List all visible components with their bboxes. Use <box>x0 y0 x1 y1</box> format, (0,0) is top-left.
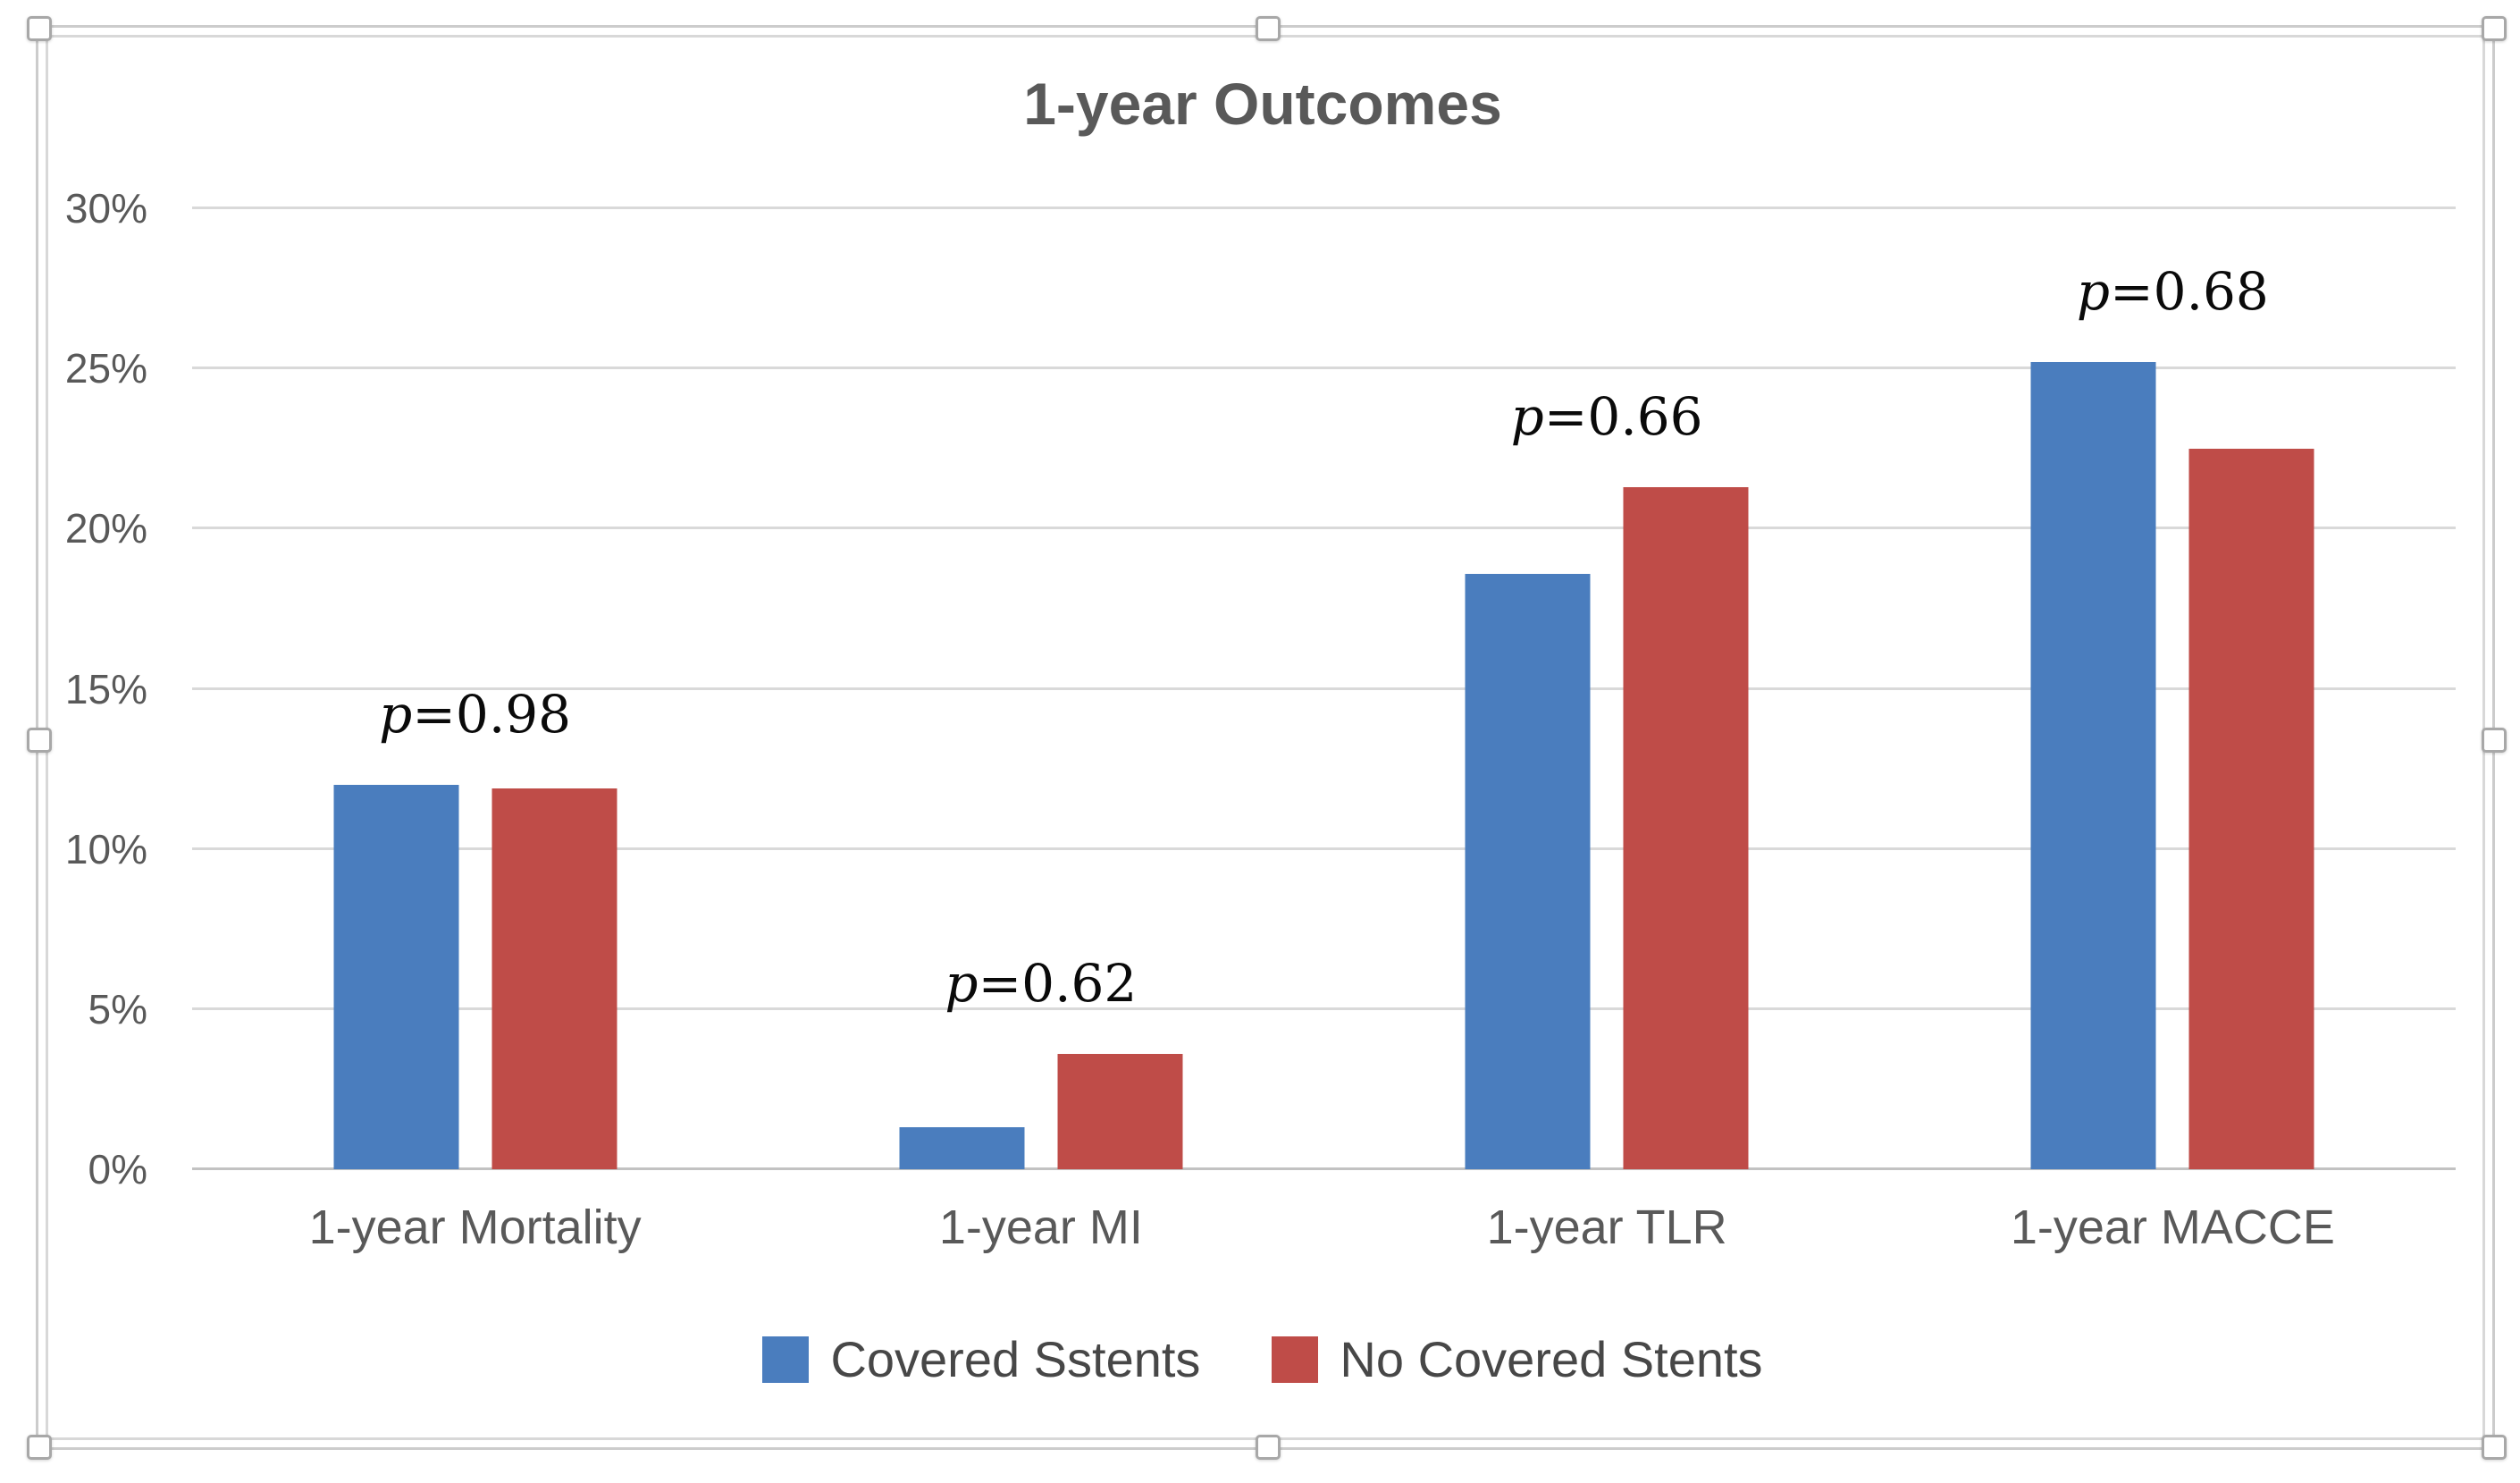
legend-label: Covered Sstents <box>830 1331 1201 1387</box>
x-axis-category-label: 1-year TLR <box>1486 1201 1727 1254</box>
bar-covered-sstents-1-year-mi[interactable] <box>899 1127 1025 1169</box>
y-axis-tick-label: 30% <box>64 185 147 232</box>
selection-handle-top-left[interactable] <box>27 16 52 41</box>
bar-no-covered-stents-1-year-mi[interactable] <box>1057 1054 1183 1169</box>
y-axis: 0% 5% 10% 15% 20% 25% 30% <box>0 188 147 1190</box>
chart-legend: Covered Sstents No Covered Stents <box>46 1330 2480 1388</box>
bar-no-covered-stents-1-year-macce[interactable] <box>2188 448 2314 1169</box>
p-value-variable: p <box>2076 261 2111 323</box>
bar-covered-sstents-1-year-macce[interactable] <box>2030 362 2156 1169</box>
p-value-label: p=0.62 <box>945 953 1138 1015</box>
selection-handle-middle-left[interactable] <box>27 728 52 753</box>
legend-item-covered-sstents[interactable]: Covered Sstents <box>762 1330 1200 1388</box>
p-value-number: =0.62 <box>978 953 1138 1015</box>
p-value-variable: p <box>1510 385 1544 447</box>
p-value-variable: p <box>945 953 979 1015</box>
gridline-5pct <box>192 1007 2456 1010</box>
gridline-25pct <box>192 367 2456 370</box>
bar-no-covered-stents-1-year-tlr[interactable] <box>1623 486 1749 1169</box>
y-axis-tick-label: 10% <box>64 825 147 872</box>
selection-handle-bottom-left[interactable] <box>27 1435 52 1460</box>
y-axis-tick-label: 15% <box>64 665 147 712</box>
bar-group-1-year-mi: p=0.62 1-year MI <box>758 208 1323 1254</box>
selection-handle-top-right[interactable] <box>2482 16 2507 41</box>
p-value-label: p=0.68 <box>2076 261 2269 323</box>
legend-swatch <box>1272 1336 1319 1383</box>
bar-pair <box>899 208 1183 1169</box>
selection-handle-top-center[interactable] <box>1256 16 1281 41</box>
legend-label: No Covered Stents <box>1340 1331 1763 1387</box>
y-axis-tick-label: 5% <box>88 985 147 1032</box>
p-value-number: =0.68 <box>2110 261 2269 323</box>
y-axis-tick-label: 0% <box>88 1146 147 1192</box>
bar-group-1-year-mortality: p=0.98 1-year Mortality <box>192 208 758 1254</box>
bar-pair <box>333 208 617 1169</box>
gridline-10pct <box>192 847 2456 850</box>
bar-pair <box>1465 208 1749 1169</box>
p-value-label: p=0.98 <box>379 684 572 746</box>
p-value-number: =0.66 <box>1543 385 1703 447</box>
p-value-label: p=0.66 <box>1510 385 1703 447</box>
bar-group-1-year-macce: p=0.68 1-year MACCE <box>1890 208 2456 1254</box>
plot-area: 0% 5% 10% 15% 20% 25% 30% p=0.98 1-year Mortali… <box>65 188 2456 1254</box>
x-axis-category-label: 1-year MACCE <box>2010 1201 2335 1254</box>
bar-group-1-year-tlr: p=0.66 1-year TLR <box>1324 208 1890 1254</box>
bar-pair <box>2030 208 2314 1169</box>
x-axis-category-label: 1-year Mortality <box>308 1201 642 1254</box>
gridline-15pct <box>192 687 2456 690</box>
x-axis-category-label: 1-year MI <box>938 1201 1143 1254</box>
legend-item-no-covered-stents[interactable]: No Covered Stents <box>1272 1330 1763 1388</box>
bar-no-covered-stents-1-year-mortality[interactable] <box>491 788 617 1169</box>
chart-title[interactable]: 1-year Outcomes <box>1023 71 1502 137</box>
gridline-30pct <box>192 206 2456 209</box>
gridline-20pct <box>192 527 2456 530</box>
p-value-number: =0.98 <box>412 684 572 746</box>
bar-groups: p=0.98 1-year Mortality p=0.62 1-year MI p=0… <box>192 208 2456 1254</box>
selection-handle-middle-right[interactable] <box>2482 728 2507 753</box>
bar-covered-sstents-1-year-mortality[interactable] <box>333 785 459 1169</box>
selection-handle-bottom-center[interactable] <box>1256 1435 1281 1460</box>
p-value-variable: p <box>379 684 413 746</box>
y-axis-tick-label: 20% <box>64 505 147 552</box>
selection-handle-bottom-right[interactable] <box>2482 1435 2507 1460</box>
y-axis-tick-label: 25% <box>64 345 147 392</box>
bar-covered-sstents-1-year-tlr[interactable] <box>1465 573 1591 1169</box>
legend-swatch <box>762 1336 810 1383</box>
x-axis-line <box>192 1167 2456 1170</box>
